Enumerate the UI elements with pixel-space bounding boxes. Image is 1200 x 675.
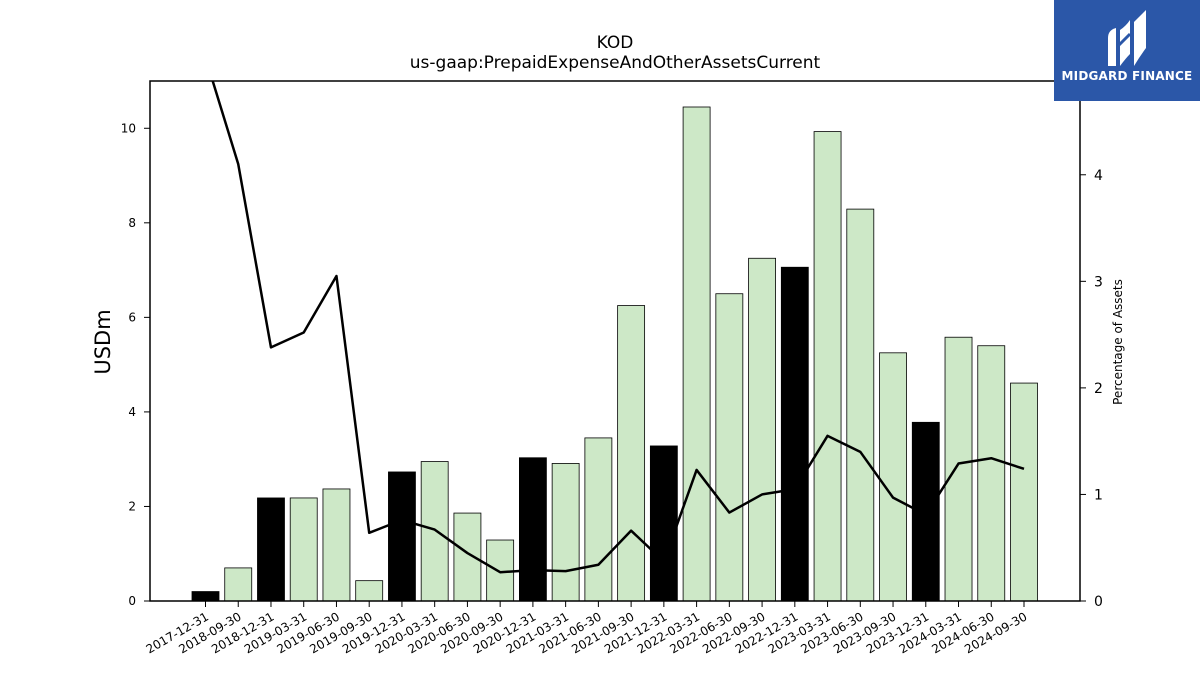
bar xyxy=(911,421,940,602)
y2-tick-label: 2 xyxy=(1094,381,1103,397)
bar xyxy=(224,567,253,602)
bar xyxy=(780,266,809,602)
bar xyxy=(420,461,449,602)
y2-tick-label: 4 xyxy=(1094,168,1103,184)
bar xyxy=(879,352,907,602)
y-tick-label: 6 xyxy=(128,310,136,324)
bar xyxy=(715,293,744,602)
midgard-logo-icon xyxy=(1108,10,1146,66)
bar xyxy=(584,437,613,602)
chart-subtitle: us-gaap:PrepaidExpenseAndOtherAssetsCurr… xyxy=(410,53,821,73)
brand-name: MIDGARD FINANCE xyxy=(1061,69,1193,83)
bar xyxy=(617,305,646,602)
y2-tick-label: 0 xyxy=(1094,594,1103,610)
y2-axis-label: Percentage of Assets xyxy=(1111,279,1125,405)
bar xyxy=(649,445,678,602)
y-tick-label: 8 xyxy=(128,216,136,230)
y-tick-label: 10 xyxy=(121,121,136,135)
bar xyxy=(257,497,285,602)
percentage-line xyxy=(211,81,1025,574)
brand-logo: MIDGARD FINANCE xyxy=(1054,0,1200,101)
bar xyxy=(977,345,1006,602)
plot-frame xyxy=(149,80,1081,602)
bar xyxy=(355,580,384,602)
bar xyxy=(453,512,482,602)
y-tick-label: 4 xyxy=(128,405,136,419)
y-axis-label: USDm xyxy=(91,309,115,374)
bar xyxy=(519,457,547,602)
bar xyxy=(748,257,776,602)
bar xyxy=(944,336,973,602)
bar xyxy=(846,208,875,602)
y-tick-label: 2 xyxy=(128,499,136,513)
chart-title: KOD xyxy=(597,33,634,53)
bars-group xyxy=(191,106,1038,602)
bar xyxy=(322,488,351,602)
bar xyxy=(551,463,580,602)
bar xyxy=(682,106,711,602)
y-tick-label: 0 xyxy=(128,594,136,608)
bar xyxy=(813,131,842,602)
y2-tick-label: 3 xyxy=(1094,274,1103,290)
bar xyxy=(191,591,220,602)
bar xyxy=(1010,382,1038,602)
bar xyxy=(388,471,416,602)
bar xyxy=(289,497,318,602)
y2-tick-label: 1 xyxy=(1094,487,1103,503)
